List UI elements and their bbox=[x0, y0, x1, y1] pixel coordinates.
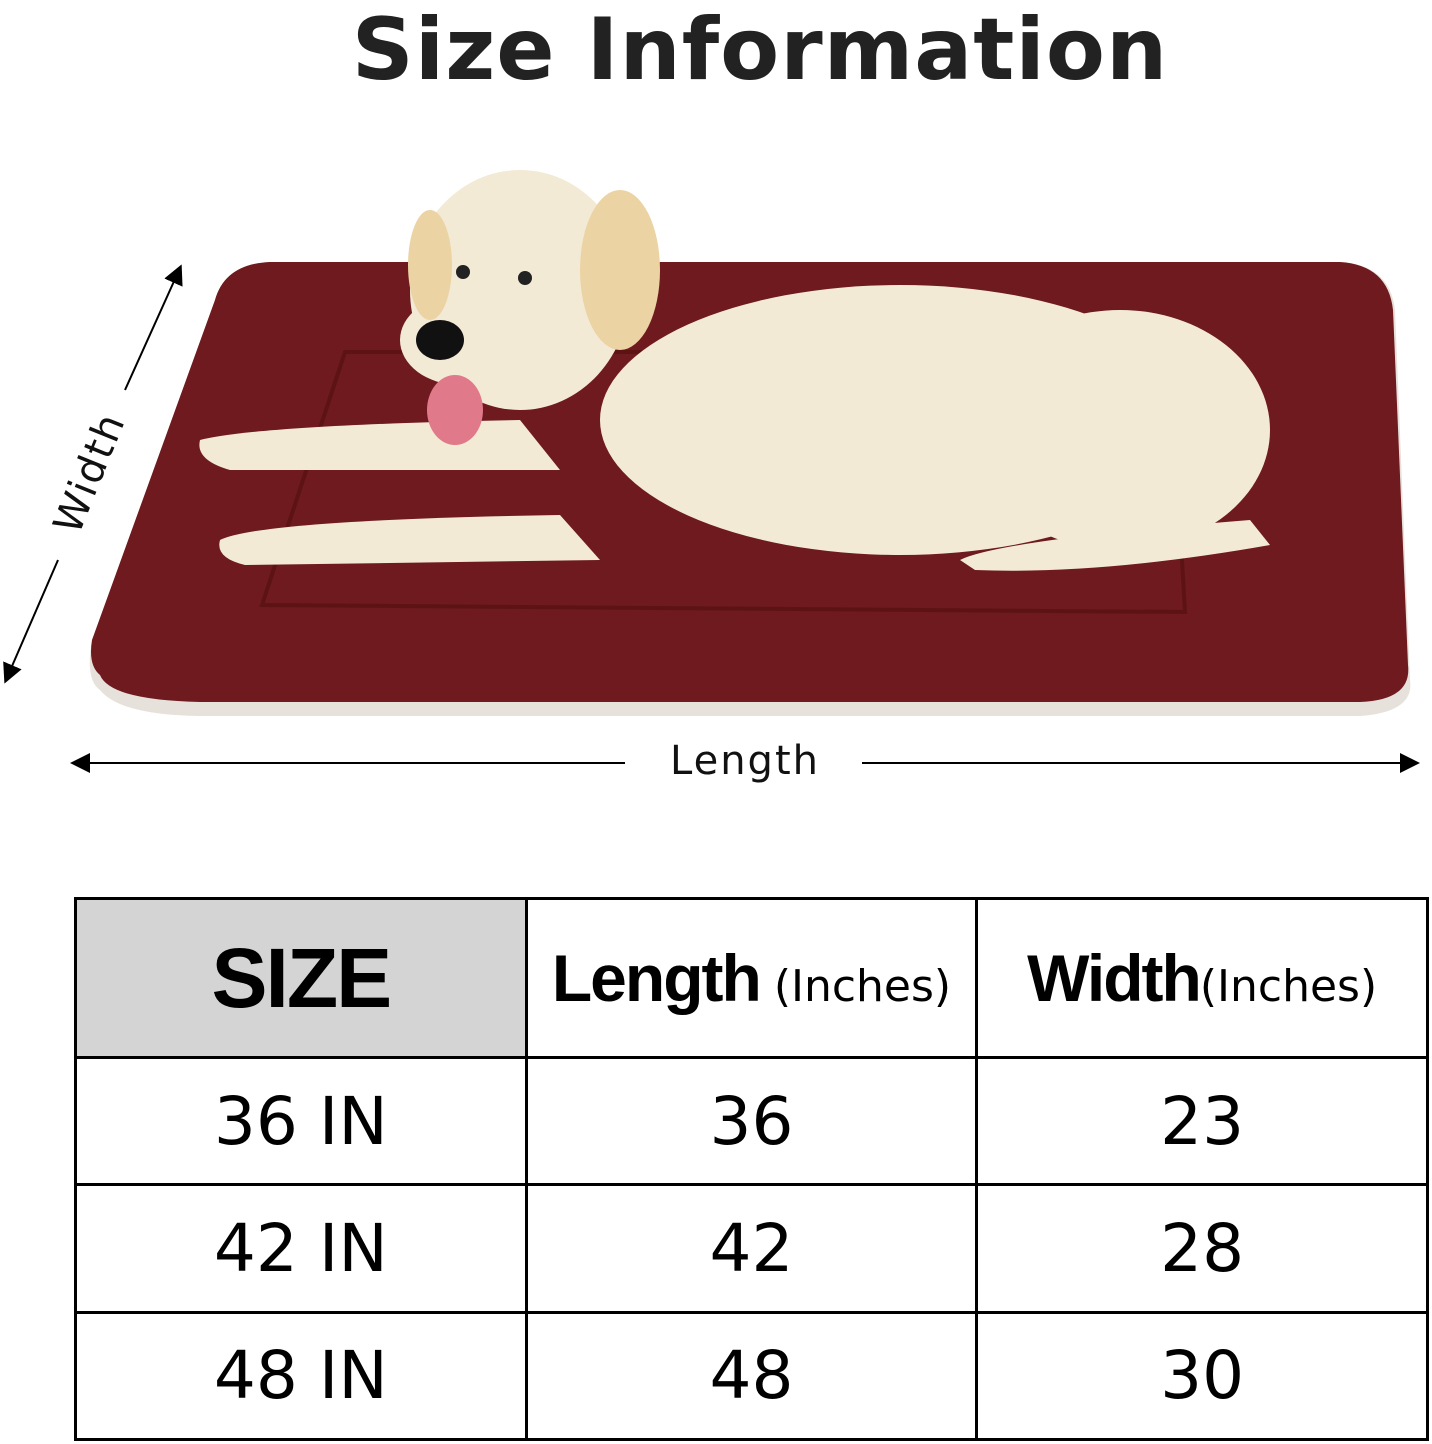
width-arrow-top bbox=[124, 264, 183, 391]
header-width-label: Width bbox=[1027, 941, 1202, 1016]
cell-size: 48 IN bbox=[74, 1310, 528, 1442]
dog-tongue bbox=[427, 375, 483, 445]
header-length: Length (Inches) bbox=[524, 896, 979, 1060]
page-title: Size Information bbox=[351, 0, 1169, 100]
cell-width: 28 bbox=[975, 1183, 1429, 1314]
cell-length: 36 bbox=[524, 1056, 979, 1187]
cell-size: 42 IN bbox=[74, 1183, 528, 1314]
table-row: 36 IN 36 23 bbox=[74, 1056, 1429, 1187]
table-row: 42 IN 42 28 bbox=[74, 1183, 1429, 1314]
dog-bed-illustration bbox=[3, 170, 1420, 773]
size-table: SIZE Length (Inches) Width(Inches) 36 IN… bbox=[74, 896, 1429, 1442]
table-row: 48 IN 48 30 bbox=[74, 1310, 1429, 1442]
cell-length: 48 bbox=[524, 1310, 979, 1442]
cell-length: 42 bbox=[524, 1183, 979, 1314]
header-width-unit: (Inches) bbox=[1199, 961, 1378, 1013]
header-size: SIZE bbox=[74, 896, 528, 1060]
width-arrow-bottom bbox=[3, 559, 59, 684]
dog-nose bbox=[416, 320, 464, 360]
header-width: Width(Inches) bbox=[975, 896, 1429, 1060]
header-length-label: Length bbox=[551, 941, 762, 1016]
table-header-row: SIZE Length (Inches) Width(Inches) bbox=[74, 896, 1429, 1060]
header-length-unit: (Inches) bbox=[773, 961, 952, 1013]
cell-size: 36 IN bbox=[74, 1056, 528, 1187]
cell-width: 30 bbox=[975, 1310, 1429, 1442]
length-label: Length bbox=[670, 738, 820, 784]
cell-width: 23 bbox=[975, 1056, 1429, 1187]
